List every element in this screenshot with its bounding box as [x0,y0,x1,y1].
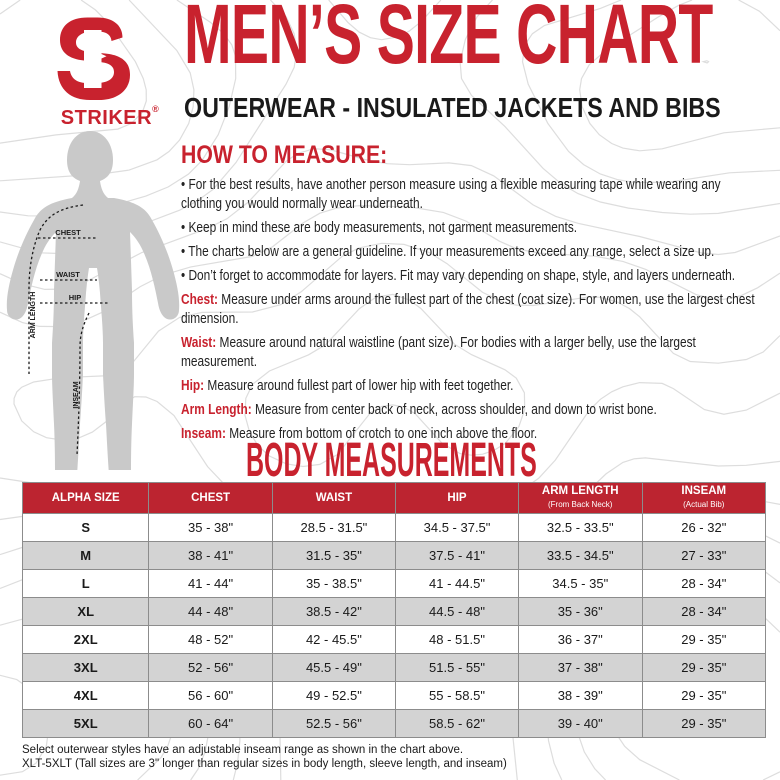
svg-text:HIP: HIP [69,293,82,302]
svg-text:ARM LENGTH: ARM LENGTH [30,292,37,339]
svg-text:INSEAM: INSEAM [73,381,80,408]
svg-text:WAIST: WAIST [56,270,80,279]
svg-text:CHEST: CHEST [55,228,81,237]
